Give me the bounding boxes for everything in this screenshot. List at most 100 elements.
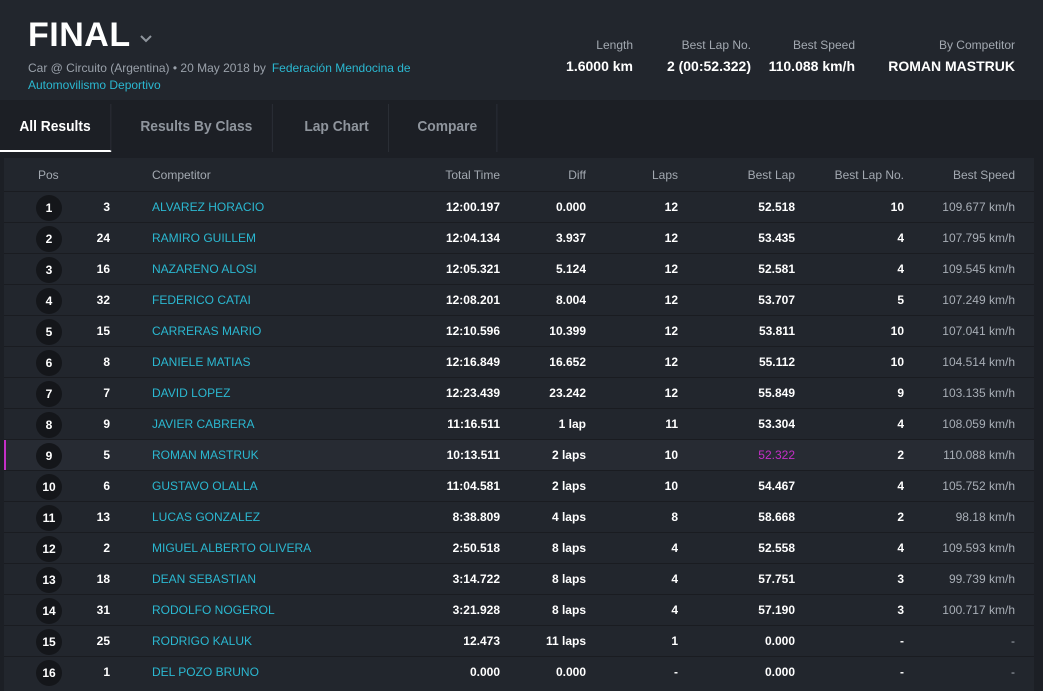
diff: 0.000 xyxy=(555,200,586,214)
best-speed: 109.593 km/h xyxy=(942,541,1015,555)
competitor-link[interactable]: DEAN SEBASTIAN xyxy=(152,572,257,586)
best-lap-no: 2 xyxy=(897,510,904,524)
diff: 23.242 xyxy=(549,386,586,400)
best-lap-no: 2 xyxy=(897,448,904,462)
table-row[interactable]: 14 31 RODOLFO NOGEROL 3:21.928 8 laps 4 … xyxy=(4,594,1034,625)
table-row[interactable]: 4 32 FEDERICO CATAI 12:08.201 8.004 12 5… xyxy=(4,284,1034,315)
table-row[interactable]: 8 9 JAVIER CABRERA 11:16.511 1 lap 11 53… xyxy=(4,408,1034,439)
best-lap: 53.707 xyxy=(758,293,795,307)
competitor-link[interactable]: FEDERICO CATAI xyxy=(152,293,251,307)
stat-length-label: Length xyxy=(596,38,633,52)
position-badge: 14 xyxy=(36,598,62,624)
table-row[interactable]: 7 7 DAVID LOPEZ 12:23.439 23.242 12 55.8… xyxy=(4,377,1034,408)
competitor-link[interactable]: LUCAS GONZALEZ xyxy=(152,510,261,524)
total-time: 2:50.518 xyxy=(452,541,500,555)
total-time: 8:38.809 xyxy=(452,510,500,524)
best-lap-no: 3 xyxy=(897,603,904,617)
competitor-link[interactable]: MIGUEL ALBERTO OLIVERA xyxy=(152,541,312,555)
total-time: 12:10.596 xyxy=(445,324,500,338)
competitor-link[interactable]: ALVAREZ HORACIO xyxy=(152,200,265,214)
best-lap-no: - xyxy=(900,634,904,648)
table-row[interactable]: 12 2 MIGUEL ALBERTO OLIVERA 2:50.518 8 l… xyxy=(4,532,1034,563)
tab-compare[interactable]: Compare xyxy=(398,104,498,152)
best-lap-no: 4 xyxy=(897,417,904,431)
header-best-lap-no[interactable]: Best Lap No. xyxy=(834,168,904,182)
best-speed: 100.717 km/h xyxy=(942,603,1015,617)
best-lap: 52.558 xyxy=(758,541,795,555)
table-row[interactable]: 13 18 DEAN SEBASTIAN 3:14.722 8 laps 4 5… xyxy=(4,563,1034,594)
car-number: 6 xyxy=(103,479,110,493)
competitor-link[interactable]: DANIELE MATIAS xyxy=(152,355,251,369)
header-pos[interactable]: Pos xyxy=(38,168,59,182)
car-number: 7 xyxy=(103,386,110,400)
best-lap: 53.304 xyxy=(758,417,795,431)
car-number: 13 xyxy=(96,510,110,524)
header-best-speed[interactable]: Best Speed xyxy=(952,168,1015,182)
table-row-highlighted[interactable]: 9 5 ROMAN MASTRUK 10:13.511 2 laps 10 52… xyxy=(4,439,1034,471)
car-number: 31 xyxy=(96,603,110,617)
competitor-link[interactable]: RODRIGO KALUK xyxy=(152,634,253,648)
competitor-link[interactable]: JAVIER CABRERA xyxy=(152,417,255,431)
position-badge: 7 xyxy=(36,381,62,407)
laps: 12 xyxy=(664,386,678,400)
tab-all-results[interactable]: All Results xyxy=(0,104,111,152)
organizer-link[interactable]: Federación Mendocina de Automovilismo De… xyxy=(28,61,411,92)
stat-by-competitor-label: By Competitor xyxy=(938,38,1015,52)
position-badge: 9 xyxy=(36,443,62,469)
tab-results-by-class[interactable]: Results By Class xyxy=(121,104,273,152)
table-row[interactable]: 2 24 RAMIRO GUILLEM 12:04.134 3.937 12 5… xyxy=(4,222,1034,253)
competitor-link[interactable]: DAVID LOPEZ xyxy=(152,386,231,400)
table-row[interactable]: 3 16 NAZARENO ALOSI 12:05.321 5.124 12 5… xyxy=(4,253,1034,284)
table-header: Pos Competitor Total Time Diff Laps Best… xyxy=(4,158,1034,191)
position-badge: 3 xyxy=(36,257,62,283)
total-time: 11:04.581 xyxy=(446,479,500,493)
total-time: 12:05.321 xyxy=(445,262,500,276)
best-speed: 104.514 km/h xyxy=(942,355,1015,369)
best-lap: 0.000 xyxy=(764,665,795,679)
best-lap: 58.668 xyxy=(758,510,795,524)
competitor-link[interactable]: CARRERAS MARIO xyxy=(152,324,262,338)
position-badge: 5 xyxy=(36,319,62,345)
diff: 8 laps xyxy=(551,541,586,555)
stat-best-lap-no-value: 2 (00:52.322) xyxy=(666,58,751,74)
total-time: 0.000 xyxy=(469,665,500,679)
table-row[interactable]: 1 3 ALVAREZ HORACIO 12:00.197 0.000 12 5… xyxy=(4,191,1034,222)
header-best-lap[interactable]: Best Lap xyxy=(747,168,795,182)
diff: 3.937 xyxy=(555,231,586,245)
car-number: 18 xyxy=(96,572,110,586)
competitor-link[interactable]: DEL POZO BRUNO xyxy=(152,665,259,679)
chevron-down-icon[interactable] xyxy=(139,34,153,44)
header-competitor[interactable]: Competitor xyxy=(152,168,211,182)
diff: 8 laps xyxy=(551,603,586,617)
header-laps[interactable]: Laps xyxy=(651,168,678,182)
total-time: 12:04.134 xyxy=(445,231,500,245)
car-number: 24 xyxy=(96,231,110,245)
best-lap-no: 4 xyxy=(897,231,904,245)
table-row[interactable]: 6 8 DANIELE MATIAS 12:16.849 16.652 12 5… xyxy=(4,346,1034,377)
competitor-link[interactable]: NAZARENO ALOSI xyxy=(152,262,257,276)
header-total-time[interactable]: Total Time xyxy=(445,168,500,182)
table-row[interactable]: 15 25 RODRIGO KALUK 12.473 11 laps 1 0.0… xyxy=(4,625,1034,656)
total-time: 3:14.722 xyxy=(452,572,500,586)
position-badge: 13 xyxy=(36,567,62,593)
event-subtitle: Car @ Circuito (Argentina) • 20 May 2018… xyxy=(28,60,458,94)
competitor-link[interactable]: GUSTAVO OLALLA xyxy=(152,479,258,493)
title-wrap[interactable]: FINAL xyxy=(28,16,153,55)
competitor-link[interactable]: ROMAN MASTRUK xyxy=(152,448,259,462)
table-row[interactable]: 16 1 DEL POZO BRUNO 0.000 0.000 - 0.000 … xyxy=(4,656,1034,687)
car-number: 16 xyxy=(96,262,110,276)
tab-lap-chart[interactable]: Lap Chart xyxy=(285,104,390,152)
total-time: 3:21.928 xyxy=(452,603,500,617)
best-lap-overall: 52.322 xyxy=(758,448,795,462)
total-time: 12:08.201 xyxy=(445,293,500,307)
table-row[interactable]: 10 6 GUSTAVO OLALLA 11:04.581 2 laps 10 … xyxy=(4,470,1034,501)
position-badge: 11 xyxy=(36,505,62,531)
table-row[interactable]: 5 15 CARRERAS MARIO 12:10.596 10.399 12 … xyxy=(4,315,1034,346)
competitor-link[interactable]: RODOLFO NOGEROL xyxy=(152,603,275,617)
car-number: 15 xyxy=(96,324,110,338)
header-diff[interactable]: Diff xyxy=(568,168,586,182)
table-row[interactable]: 11 13 LUCAS GONZALEZ 8:38.809 4 laps 8 5… xyxy=(4,501,1034,532)
laps: 1 xyxy=(671,634,678,648)
laps: 4 xyxy=(671,603,678,617)
competitor-link[interactable]: RAMIRO GUILLEM xyxy=(152,231,257,245)
